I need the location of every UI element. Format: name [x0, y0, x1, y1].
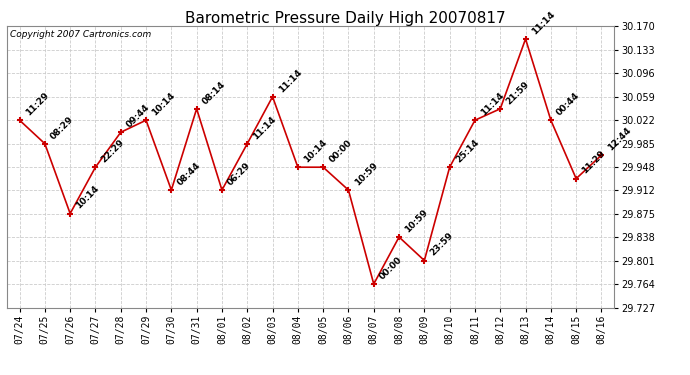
Text: 11:14: 11:14	[479, 91, 506, 117]
Text: 00:44: 00:44	[555, 91, 582, 117]
Text: 22:29: 22:29	[99, 138, 126, 164]
Text: 11:29: 11:29	[23, 91, 50, 117]
Text: Copyright 2007 Cartronics.com: Copyright 2007 Cartronics.com	[10, 30, 151, 39]
Text: 09:44: 09:44	[125, 103, 152, 129]
Text: 10:59: 10:59	[403, 208, 430, 234]
Text: 00:00: 00:00	[378, 255, 404, 281]
Text: 11:14: 11:14	[530, 9, 556, 36]
Text: Barometric Pressure Daily High 20070817: Barometric Pressure Daily High 20070817	[185, 11, 505, 26]
Text: 11:29: 11:29	[580, 149, 607, 176]
Text: 08:14: 08:14	[201, 80, 228, 106]
Text: 11:14: 11:14	[251, 114, 278, 141]
Text: 06:29: 06:29	[226, 160, 253, 187]
Text: 12:44: 12:44	[606, 126, 633, 152]
Text: 10:14: 10:14	[150, 91, 177, 117]
Text: 25:14: 25:14	[454, 138, 480, 164]
Text: 23:59: 23:59	[428, 231, 455, 258]
Text: 10:59: 10:59	[353, 160, 380, 187]
Text: 08:29: 08:29	[49, 114, 76, 141]
Text: 21:59: 21:59	[504, 80, 531, 106]
Text: 10:14: 10:14	[302, 138, 328, 164]
Text: 08:44: 08:44	[175, 160, 202, 187]
Text: 11:14: 11:14	[277, 67, 304, 94]
Text: 10:14: 10:14	[75, 184, 101, 211]
Text: 00:00: 00:00	[327, 138, 353, 164]
